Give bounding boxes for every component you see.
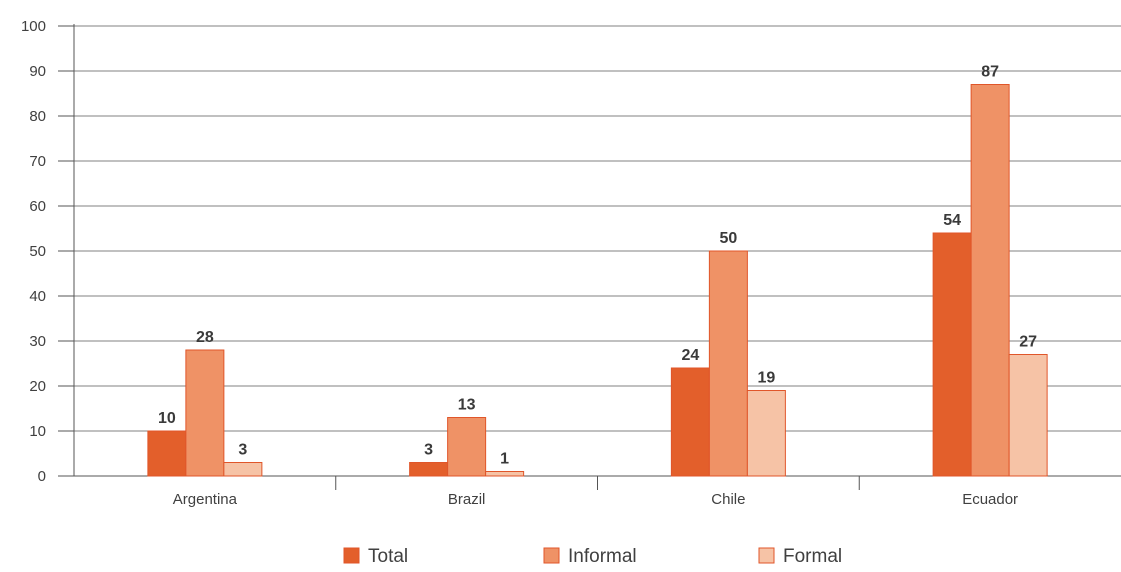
y-tick-label: 60 bbox=[29, 198, 46, 215]
y-tick-label: 20 bbox=[29, 378, 46, 395]
gridlines bbox=[74, 25, 1121, 432]
data-label: 28 bbox=[196, 329, 214, 346]
bar-formal bbox=[223, 462, 263, 477]
legend: Total Informal Formal bbox=[343, 546, 842, 567]
data-label: 54 bbox=[943, 212, 961, 229]
bar-informal bbox=[447, 417, 487, 477]
legend-label: Formal bbox=[783, 546, 842, 567]
data-label: 1 bbox=[500, 451, 509, 468]
bar-formal bbox=[1008, 354, 1048, 477]
x-tick-label: Chile bbox=[711, 491, 745, 508]
x-tick-label: Argentina bbox=[173, 491, 238, 508]
legend-swatch-total bbox=[343, 547, 360, 564]
y-tick-label: 80 bbox=[29, 108, 46, 125]
bar-informal bbox=[185, 349, 225, 477]
data-labels: 10 28 3 3 13 1 24 50 19 54 87 27 bbox=[158, 64, 1037, 468]
data-label: 19 bbox=[757, 370, 775, 387]
y-tick-label: 0 bbox=[38, 468, 46, 485]
data-label: 3 bbox=[424, 442, 433, 459]
y-tick-label: 100 bbox=[21, 18, 46, 35]
bar-total bbox=[670, 367, 710, 477]
x-tick-label: Ecuador bbox=[962, 491, 1018, 508]
legend-swatch-formal bbox=[758, 547, 775, 564]
y-tick-label: 40 bbox=[29, 288, 46, 305]
y-tick-label: 90 bbox=[29, 63, 46, 80]
bars bbox=[147, 84, 1048, 477]
bar-total bbox=[409, 462, 449, 477]
bar-formal bbox=[746, 390, 786, 477]
bar-informal bbox=[970, 84, 1010, 477]
data-label: 3 bbox=[238, 442, 247, 459]
legend-label: Total bbox=[368, 546, 408, 567]
axes: 0 10 20 30 40 50 60 70 80 90 100 Argentina Brazil Chi… bbox=[21, 18, 1121, 508]
bar-total bbox=[147, 430, 187, 477]
y-tick-label: 50 bbox=[29, 243, 46, 260]
legend-swatch-informal bbox=[543, 547, 560, 564]
data-label: 13 bbox=[458, 397, 476, 414]
bar-informal bbox=[708, 250, 748, 477]
data-label: 10 bbox=[158, 410, 176, 427]
bar-total bbox=[932, 232, 972, 477]
data-label: 87 bbox=[981, 64, 999, 81]
data-label: 50 bbox=[719, 230, 737, 247]
y-tick-label: 30 bbox=[29, 333, 46, 350]
data-label: 27 bbox=[1019, 334, 1037, 351]
legend-label: Informal bbox=[568, 546, 637, 567]
y-tick-label: 10 bbox=[29, 423, 46, 440]
bar-formal bbox=[485, 471, 525, 477]
y-tick-label: 70 bbox=[29, 153, 46, 170]
x-tick-label: Brazil bbox=[448, 491, 486, 508]
data-label: 24 bbox=[681, 347, 699, 364]
